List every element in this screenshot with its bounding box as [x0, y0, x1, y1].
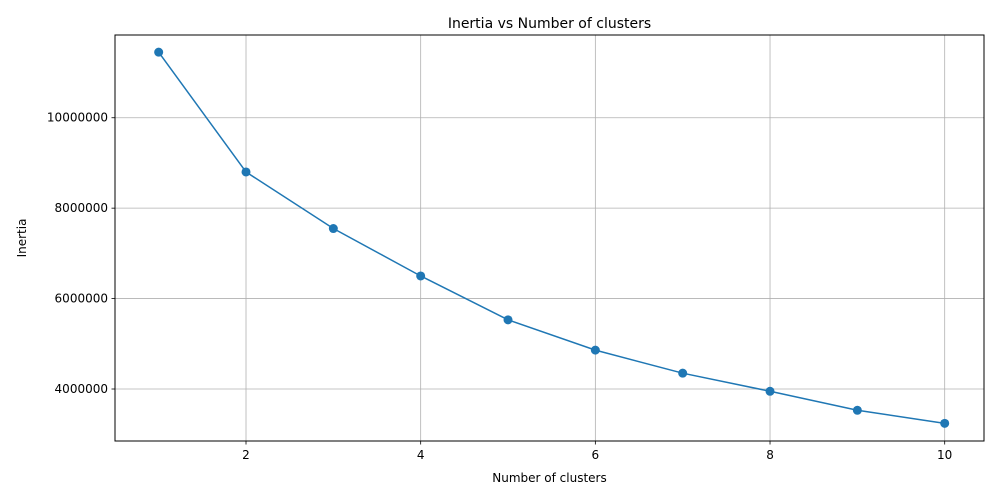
- chart-title: Inertia vs Number of clusters: [448, 16, 651, 32]
- x-tick-label: 2: [242, 448, 250, 462]
- data-point: [590, 345, 600, 355]
- data-point: [154, 47, 164, 57]
- x-tick-label: 6: [592, 448, 600, 462]
- data-point: [416, 271, 426, 281]
- y-tick-label: 8000000: [55, 201, 108, 215]
- grid: [115, 35, 984, 441]
- x-axis-label: Number of clusters: [492, 471, 606, 485]
- data-point: [503, 315, 513, 325]
- x-tick-label: 10: [937, 448, 952, 462]
- data-point: [328, 224, 338, 234]
- plot-frame: [114, 34, 985, 442]
- data-point: [241, 167, 251, 177]
- series-line: [158, 51, 945, 425]
- data-point: [765, 386, 775, 396]
- y-axis-label: Inertia: [15, 219, 29, 258]
- data-point: [940, 418, 950, 428]
- data-point: [678, 368, 688, 378]
- y-tick-label: 10000000: [47, 111, 108, 125]
- x-tick-label: 4: [417, 448, 425, 462]
- x-axis-ticks: 2 4 6 8 10: [242, 441, 952, 462]
- data-point: [852, 405, 862, 415]
- y-tick-label: 4000000: [55, 382, 108, 396]
- x-tick-label: 8: [766, 448, 774, 462]
- y-axis-ticks: 4000000 6000000 8000000 10000000: [47, 111, 115, 396]
- y-tick-label: 6000000: [55, 292, 108, 306]
- series-layer: [154, 47, 950, 428]
